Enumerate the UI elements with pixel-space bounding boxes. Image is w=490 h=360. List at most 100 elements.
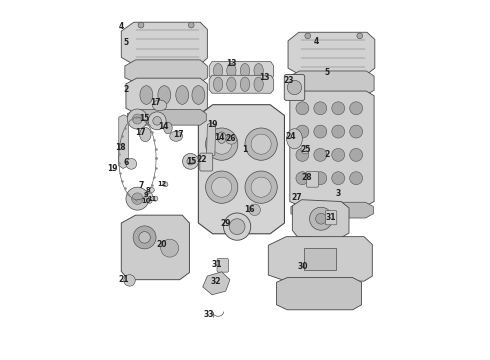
Polygon shape	[125, 60, 207, 82]
Text: 23: 23	[284, 76, 294, 85]
Text: 6: 6	[123, 158, 128, 167]
Circle shape	[350, 148, 363, 161]
Text: 9: 9	[144, 193, 148, 198]
Text: 3: 3	[336, 189, 341, 198]
Circle shape	[296, 148, 309, 161]
Circle shape	[332, 125, 344, 138]
Text: 13: 13	[260, 73, 270, 82]
Circle shape	[127, 109, 147, 129]
Ellipse shape	[249, 204, 260, 216]
Circle shape	[287, 80, 302, 95]
Ellipse shape	[227, 63, 236, 78]
Ellipse shape	[192, 86, 205, 104]
Polygon shape	[269, 237, 372, 281]
Circle shape	[212, 177, 232, 197]
Ellipse shape	[240, 63, 250, 78]
Text: 11: 11	[147, 195, 156, 202]
Circle shape	[305, 33, 311, 39]
Text: 2: 2	[123, 85, 128, 94]
Text: 20: 20	[156, 240, 167, 249]
Circle shape	[188, 22, 194, 28]
Circle shape	[251, 134, 271, 154]
FancyBboxPatch shape	[325, 211, 337, 225]
Circle shape	[205, 171, 238, 203]
Text: 10: 10	[142, 198, 150, 204]
Text: 19: 19	[207, 120, 217, 129]
Polygon shape	[209, 62, 274, 80]
Circle shape	[245, 171, 277, 203]
Circle shape	[314, 125, 327, 138]
Polygon shape	[119, 115, 128, 168]
Polygon shape	[122, 215, 190, 280]
Text: 7: 7	[138, 180, 144, 189]
Circle shape	[126, 158, 137, 169]
Polygon shape	[276, 278, 362, 310]
FancyBboxPatch shape	[306, 171, 318, 187]
Circle shape	[223, 213, 251, 240]
Ellipse shape	[214, 77, 223, 91]
Text: 31: 31	[212, 260, 222, 269]
Text: 14: 14	[158, 122, 169, 131]
Ellipse shape	[214, 63, 223, 78]
Polygon shape	[209, 75, 274, 93]
Circle shape	[148, 112, 166, 130]
Circle shape	[212, 134, 232, 154]
Circle shape	[153, 196, 158, 201]
Text: 25: 25	[300, 145, 311, 154]
Ellipse shape	[164, 122, 172, 134]
Text: 22: 22	[196, 156, 206, 165]
Circle shape	[251, 177, 271, 197]
Ellipse shape	[254, 63, 263, 78]
Polygon shape	[126, 78, 207, 114]
Bar	[304, 248, 337, 270]
Text: 12: 12	[157, 181, 167, 187]
Ellipse shape	[218, 132, 226, 143]
Polygon shape	[122, 22, 207, 64]
Circle shape	[147, 193, 152, 198]
Polygon shape	[198, 105, 285, 234]
Polygon shape	[290, 91, 374, 206]
Polygon shape	[207, 123, 216, 157]
Circle shape	[126, 187, 149, 210]
Text: 27: 27	[292, 193, 302, 202]
Text: 28: 28	[301, 174, 312, 183]
Circle shape	[350, 125, 363, 138]
Circle shape	[314, 102, 327, 115]
Ellipse shape	[176, 86, 189, 104]
Text: 2: 2	[324, 150, 329, 159]
Text: 24: 24	[286, 132, 296, 141]
Circle shape	[350, 172, 363, 185]
Polygon shape	[203, 272, 230, 295]
Polygon shape	[291, 202, 373, 218]
Ellipse shape	[226, 135, 237, 144]
Circle shape	[296, 102, 309, 115]
Circle shape	[350, 102, 363, 115]
Ellipse shape	[287, 129, 302, 149]
Text: 4: 4	[314, 37, 318, 46]
Circle shape	[147, 198, 152, 203]
Circle shape	[163, 182, 168, 187]
Circle shape	[132, 114, 143, 124]
Polygon shape	[127, 109, 206, 125]
Ellipse shape	[254, 77, 263, 91]
Circle shape	[183, 153, 198, 169]
Circle shape	[149, 188, 154, 193]
Text: 19: 19	[107, 164, 118, 173]
Circle shape	[296, 125, 309, 138]
Text: 5: 5	[123, 38, 128, 47]
Text: 5: 5	[324, 68, 329, 77]
Text: 30: 30	[297, 262, 308, 271]
Circle shape	[316, 213, 326, 224]
FancyBboxPatch shape	[200, 153, 213, 171]
Ellipse shape	[170, 131, 183, 141]
Ellipse shape	[158, 86, 171, 104]
Circle shape	[205, 128, 238, 160]
Text: 14: 14	[215, 133, 225, 142]
Text: 13: 13	[226, 59, 237, 68]
Circle shape	[332, 148, 344, 161]
Text: 16: 16	[244, 205, 254, 214]
Text: 17: 17	[150, 98, 161, 107]
Text: 31: 31	[326, 213, 336, 222]
Circle shape	[138, 22, 144, 28]
Text: 17: 17	[135, 128, 146, 137]
